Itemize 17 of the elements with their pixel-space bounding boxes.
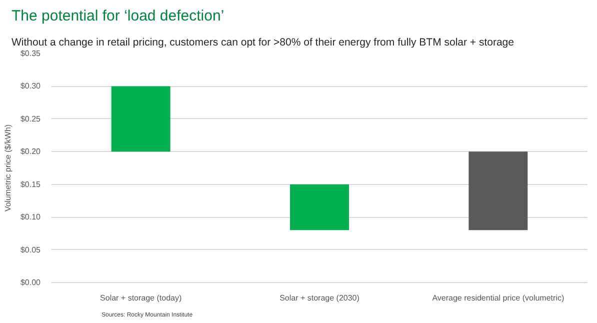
x-tick-label: Solar + storage (today)	[100, 294, 182, 302]
bar	[468, 152, 528, 230]
chart-title: The potential for ‘load defection’	[12, 8, 224, 24]
y-tick-label: $0.15	[20, 180, 42, 189]
x-tick-label: Average residential price (volumetric)	[432, 294, 564, 302]
bar	[111, 86, 170, 152]
y-tick-label: $0.25	[20, 114, 42, 124]
y-tick-label: $0.30	[20, 82, 42, 91]
y-tick-label: $0.20	[20, 147, 42, 156]
chart-subtitle: Without a change in retail pricing, customers can opt for >80% of their energy from fully BTM solar + storage	[12, 36, 514, 48]
x-tick-label: Solar + storage (2030)	[280, 294, 360, 302]
bar	[290, 184, 349, 230]
y-axis-title: Volumetric price ($/kWh)	[3, 124, 12, 212]
y-tick-label: $0.00	[20, 278, 42, 287]
y-tick-label: $0.35	[20, 49, 42, 58]
y-tick-label: $0.10	[20, 212, 42, 222]
y-tick-label: $0.05	[20, 245, 42, 254]
